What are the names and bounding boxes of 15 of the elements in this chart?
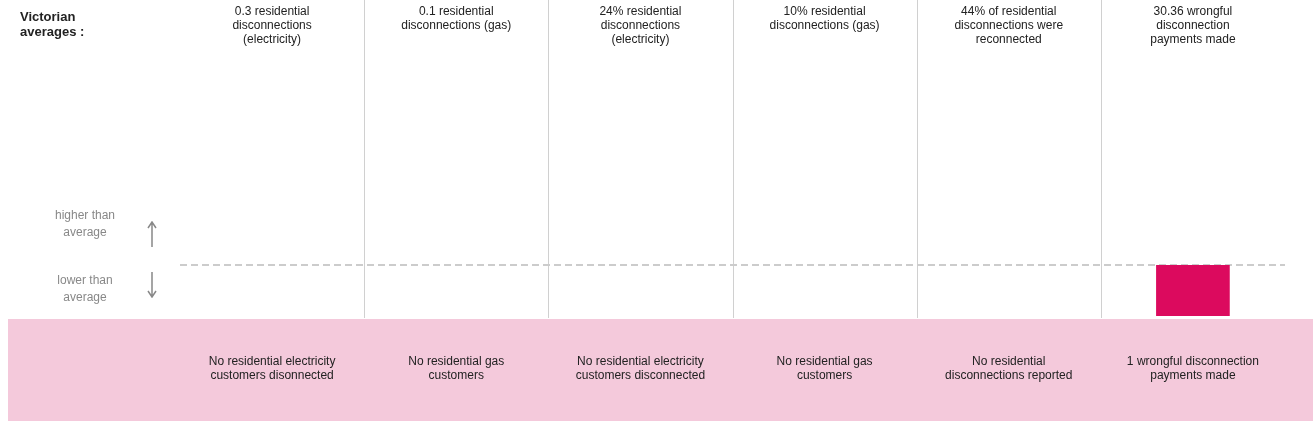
text: No residential gas customers [776, 354, 873, 383]
text: lower than average [57, 273, 113, 305]
text: 1 wrongful disconnection payments made [1126, 354, 1259, 383]
text: No residential electricity customers disconnected [575, 354, 706, 383]
text: No residential disconnections reported [945, 354, 1073, 383]
x-tick-label: 44% of residential disconnections were reconnected [954, 4, 1064, 47]
text: No residential gas customers [408, 354, 505, 383]
x-tick-label: 0.1 residential disconnections (gas) [401, 4, 512, 33]
text: higher than average [54, 208, 116, 240]
text: Victorian averages : [20, 9, 85, 40]
x-tick-label: 24% residential disconnections (electricity) [599, 4, 682, 47]
text: No residential electricity customers disonnected [208, 354, 336, 383]
x-tick-label: 30.36 wrongful disconnection payments made [1150, 4, 1236, 47]
x-tick-label: 0.3 residential disconnections (electricity) [232, 4, 312, 47]
x-tick-label: 10% residential disconnections (gas) [769, 4, 880, 33]
